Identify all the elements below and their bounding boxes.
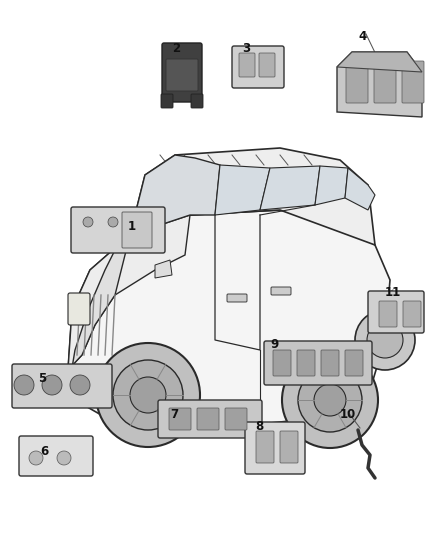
Circle shape xyxy=(96,343,200,447)
Text: 2: 2 xyxy=(172,42,180,55)
Circle shape xyxy=(367,322,403,358)
Text: 5: 5 xyxy=(38,372,46,385)
FancyBboxPatch shape xyxy=(245,422,305,474)
FancyBboxPatch shape xyxy=(321,350,339,376)
Text: 3: 3 xyxy=(242,42,250,55)
Circle shape xyxy=(130,377,166,413)
Circle shape xyxy=(108,217,118,227)
Circle shape xyxy=(57,451,71,465)
FancyBboxPatch shape xyxy=(162,43,202,102)
FancyBboxPatch shape xyxy=(256,431,274,463)
FancyBboxPatch shape xyxy=(158,400,262,438)
FancyBboxPatch shape xyxy=(19,436,93,476)
FancyBboxPatch shape xyxy=(169,408,191,430)
FancyBboxPatch shape xyxy=(379,301,397,327)
Circle shape xyxy=(42,375,62,395)
Polygon shape xyxy=(337,52,422,117)
Circle shape xyxy=(113,360,183,430)
Polygon shape xyxy=(345,168,375,210)
FancyBboxPatch shape xyxy=(225,408,247,430)
FancyBboxPatch shape xyxy=(166,59,198,91)
FancyBboxPatch shape xyxy=(239,53,255,77)
Polygon shape xyxy=(130,155,220,235)
Circle shape xyxy=(133,217,143,227)
FancyBboxPatch shape xyxy=(122,212,152,248)
FancyBboxPatch shape xyxy=(161,94,173,108)
FancyBboxPatch shape xyxy=(227,294,247,302)
Polygon shape xyxy=(130,148,375,245)
Polygon shape xyxy=(155,260,172,278)
Circle shape xyxy=(29,451,43,465)
Circle shape xyxy=(14,375,34,395)
Text: 7: 7 xyxy=(170,408,178,421)
FancyBboxPatch shape xyxy=(259,53,275,77)
FancyBboxPatch shape xyxy=(271,287,291,295)
FancyBboxPatch shape xyxy=(374,61,396,103)
FancyBboxPatch shape xyxy=(12,364,112,408)
Text: 6: 6 xyxy=(40,445,48,458)
FancyBboxPatch shape xyxy=(368,291,424,333)
FancyBboxPatch shape xyxy=(273,350,291,376)
Text: 4: 4 xyxy=(358,30,366,43)
FancyBboxPatch shape xyxy=(402,61,424,103)
FancyBboxPatch shape xyxy=(345,350,363,376)
Text: 1: 1 xyxy=(128,220,136,233)
Text: 11: 11 xyxy=(385,286,401,299)
Polygon shape xyxy=(68,370,220,428)
FancyBboxPatch shape xyxy=(71,207,165,253)
Polygon shape xyxy=(68,235,130,380)
Text: 9: 9 xyxy=(270,338,278,351)
Circle shape xyxy=(70,375,90,395)
Polygon shape xyxy=(215,165,270,215)
Polygon shape xyxy=(260,166,320,210)
FancyBboxPatch shape xyxy=(403,301,421,327)
FancyBboxPatch shape xyxy=(280,431,298,463)
Circle shape xyxy=(83,217,93,227)
FancyBboxPatch shape xyxy=(297,350,315,376)
FancyBboxPatch shape xyxy=(346,61,368,103)
FancyBboxPatch shape xyxy=(232,46,284,88)
Polygon shape xyxy=(337,52,422,72)
Text: 8: 8 xyxy=(255,420,263,433)
Circle shape xyxy=(282,352,378,448)
Text: 10: 10 xyxy=(340,408,356,421)
Polygon shape xyxy=(68,210,390,430)
FancyBboxPatch shape xyxy=(264,341,372,385)
FancyBboxPatch shape xyxy=(197,408,219,430)
Circle shape xyxy=(298,368,362,432)
FancyBboxPatch shape xyxy=(191,94,203,108)
Circle shape xyxy=(355,310,415,370)
FancyBboxPatch shape xyxy=(68,293,90,325)
Polygon shape xyxy=(315,166,348,205)
Circle shape xyxy=(314,384,346,416)
Polygon shape xyxy=(68,215,190,370)
